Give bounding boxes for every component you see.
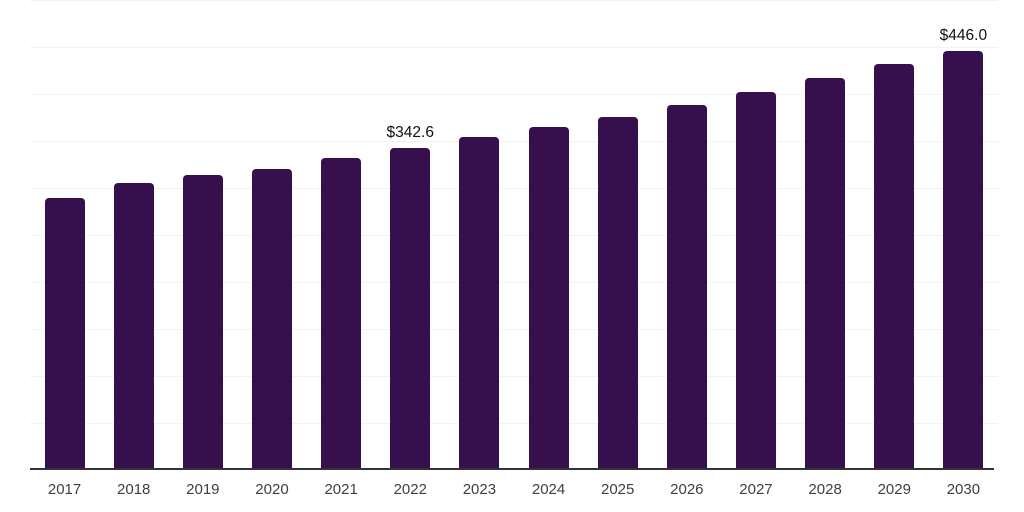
gridline-250 xyxy=(30,235,998,236)
bar-2022 xyxy=(390,147,431,470)
bar-slot-2025 xyxy=(583,0,652,470)
bar-slot-2030: $446.0 xyxy=(929,0,998,470)
bar-2029 xyxy=(874,64,915,470)
x-tick-label-2029: 2029 xyxy=(877,481,911,498)
bar-2024 xyxy=(528,127,569,470)
bar-2026 xyxy=(666,105,707,470)
gridline-100 xyxy=(30,376,998,377)
x-tick-label-2025: 2025 xyxy=(601,481,635,498)
bar-2019 xyxy=(182,175,223,470)
gridline-450 xyxy=(30,47,998,48)
bar-2021 xyxy=(321,158,362,470)
x-tick-label-2024: 2024 xyxy=(531,481,566,498)
gridline-200 xyxy=(30,282,998,283)
x-tick-label-2022: 2022 xyxy=(393,481,427,498)
x-tick-label-2021: 2021 xyxy=(324,481,358,498)
x-tick-label-2023: 2023 xyxy=(462,481,497,498)
bar-2023 xyxy=(459,136,500,470)
bar-slot-2024 xyxy=(514,0,583,470)
bar-2018 xyxy=(113,182,154,470)
gridline-300 xyxy=(30,188,998,189)
gridline-400 xyxy=(30,94,998,95)
x-axis-line xyxy=(30,468,994,470)
bar-slot-2017 xyxy=(30,0,99,470)
x-tick-label-2030: 2030 xyxy=(946,481,981,498)
x-axis-labels: 2017 2018 2019 2020 2021 2022 2023 2024 2025 2026… xyxy=(30,481,998,498)
x-tick-label-2028: 2028 xyxy=(808,481,842,498)
bar-slot-2020 xyxy=(237,0,306,470)
plot-area: $342.6 $446.0 xyxy=(30,0,998,470)
gridline-500 xyxy=(30,0,998,1)
bars-container: $342.6 $446.0 xyxy=(30,0,998,470)
bar-2027 xyxy=(735,92,776,470)
bar-value-label-2022: $342.6 xyxy=(386,123,434,141)
bar-slot-2027 xyxy=(721,0,790,470)
bar-2017 xyxy=(44,197,85,470)
x-tick-label-2019: 2019 xyxy=(186,481,220,498)
bar-slot-2022: $342.6 xyxy=(376,0,445,470)
gridline-350 xyxy=(30,141,998,142)
gridline-50 xyxy=(30,423,998,424)
bar-slot-2026 xyxy=(652,0,721,470)
x-tick-label-2020: 2020 xyxy=(255,481,289,498)
bar-2025 xyxy=(597,117,638,470)
bar-2020 xyxy=(251,169,292,470)
bar-slot-2028 xyxy=(791,0,860,470)
bar-slot-2023 xyxy=(445,0,514,470)
gridline-150 xyxy=(30,329,998,330)
bar-2030 xyxy=(943,50,984,470)
x-tick-label-2017: 2017 xyxy=(47,481,82,498)
bar-slot-2018 xyxy=(99,0,168,470)
bar-value-label-2030: $446.0 xyxy=(939,26,988,44)
bar-2028 xyxy=(805,78,846,470)
bar-slot-2029 xyxy=(860,0,929,470)
x-tick-label-2026: 2026 xyxy=(670,481,704,498)
x-tick-label-2027: 2027 xyxy=(739,481,773,498)
bar-slot-2021 xyxy=(307,0,376,470)
x-tick-label-2018: 2018 xyxy=(117,481,151,498)
bar-slot-2019 xyxy=(168,0,237,470)
